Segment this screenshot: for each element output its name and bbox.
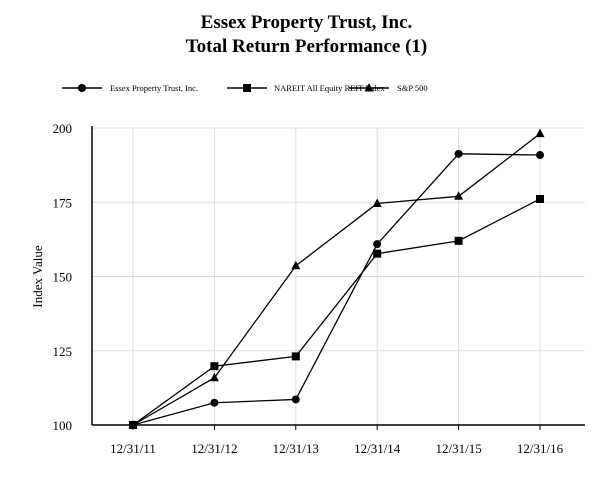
data-point (536, 151, 544, 160)
data-point (209, 372, 219, 382)
series-triangle (128, 128, 545, 429)
data-point (535, 128, 545, 138)
data-point (291, 395, 300, 404)
y-tick-label: 200 (53, 121, 73, 136)
y-tick-label: 125 (53, 344, 73, 359)
legend-label: NAREIT All Equity REIT Index (274, 83, 385, 93)
data-point (373, 240, 382, 249)
series-square (129, 194, 544, 429)
data-point (291, 352, 300, 361)
data-point (372, 198, 382, 207)
x-tick-label: 12/31/16 (517, 441, 564, 456)
chart-title: Essex Property Trust, Inc. (200, 12, 413, 33)
x-tick-label: 12/31/12 (191, 441, 237, 456)
data-point (373, 249, 382, 258)
legend-marker-circle (78, 84, 86, 92)
data-point (210, 362, 219, 371)
series-line (132, 153, 541, 426)
data-point (128, 420, 138, 429)
data-point (454, 236, 463, 245)
legend-label: S&P 500 (397, 83, 428, 93)
y-tick-label: 150 (53, 270, 73, 285)
data-point (291, 260, 301, 270)
legend-label: Essex Property Trust, Inc. (110, 83, 198, 93)
series-line (132, 198, 541, 426)
data-point (210, 398, 219, 407)
data-point (536, 194, 544, 203)
series-circle (129, 149, 544, 429)
chart-subtitle: Total Return Performance (1) (185, 36, 428, 57)
data-point (454, 191, 464, 200)
legend-marker-square (243, 84, 251, 92)
x-tick-label: 12/31/11 (110, 441, 156, 456)
legend-marker-triangle (364, 83, 374, 92)
x-tick-label: 12/31/14 (354, 441, 401, 456)
data-point (454, 149, 463, 158)
y-axis-label: Index Value (30, 245, 45, 307)
y-tick-label: 100 (53, 418, 73, 433)
y-tick-label: 175 (53, 195, 73, 210)
x-tick-label: 12/31/13 (273, 441, 319, 456)
legend: Essex Property Trust, Inc. NAREIT All Equ… (62, 83, 428, 93)
x-tick-label: 12/31/15 (435, 441, 481, 456)
series-line (132, 133, 541, 426)
